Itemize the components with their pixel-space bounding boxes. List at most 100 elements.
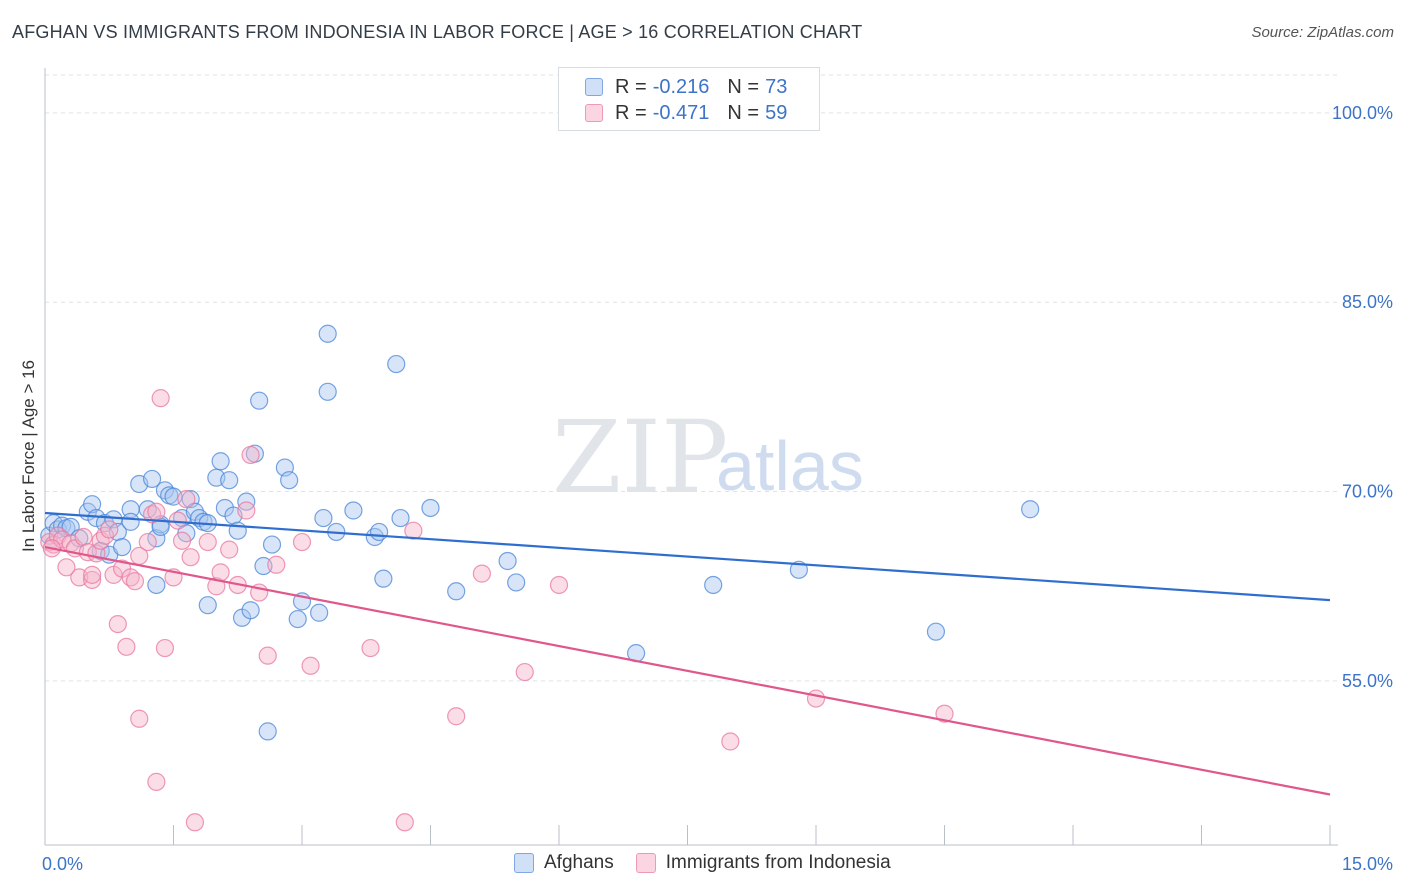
data-point bbox=[57, 558, 76, 577]
legend-n-label: N = bbox=[727, 75, 760, 98]
data-point bbox=[117, 637, 136, 656]
data-point bbox=[220, 540, 239, 559]
data-point bbox=[254, 556, 273, 576]
data-point bbox=[472, 564, 491, 583]
data-point bbox=[258, 722, 277, 741]
data-point bbox=[138, 532, 157, 552]
data-point bbox=[498, 551, 517, 571]
data-point bbox=[172, 531, 192, 550]
legend-row-afghans: R = -0.216 N = 73 bbox=[585, 75, 787, 99]
data-point bbox=[318, 324, 337, 343]
data-point bbox=[280, 471, 299, 490]
watermark-atlas: atlas bbox=[716, 427, 864, 505]
data-point bbox=[310, 603, 329, 622]
data-point bbox=[83, 565, 102, 584]
y-tick-label: 85.0% bbox=[1342, 292, 1393, 312]
data-point bbox=[262, 535, 282, 554]
trend-line-afghans bbox=[44, 511, 1331, 602]
data-point bbox=[404, 521, 423, 540]
data-point bbox=[258, 646, 277, 665]
data-point bbox=[100, 520, 119, 539]
legend-r-value: -0.216 bbox=[652, 75, 710, 98]
legend-n-value: 59 bbox=[765, 101, 788, 124]
data-point bbox=[125, 572, 145, 591]
data-point bbox=[181, 548, 200, 567]
points-layer bbox=[40, 324, 1040, 832]
watermark: ZIP atlas bbox=[552, 399, 864, 516]
data-point bbox=[344, 501, 363, 520]
data-point bbox=[211, 563, 230, 582]
data-point bbox=[267, 555, 286, 574]
trend-line-indonesia bbox=[44, 546, 1331, 796]
data-point bbox=[147, 772, 166, 791]
data-point bbox=[447, 707, 466, 726]
data-point bbox=[83, 495, 102, 514]
data-point bbox=[147, 529, 166, 548]
data-point bbox=[421, 498, 440, 518]
legend-row-indonesia: R = -0.471 N = 59 bbox=[585, 101, 787, 125]
correlation-legend: R = -0.216 N = 73 R = -0.471 N = 59 bbox=[558, 67, 820, 131]
data-point bbox=[108, 614, 127, 634]
data-point bbox=[1021, 500, 1040, 519]
series-legend-afghans[interactable]: Afghans bbox=[514, 852, 614, 874]
data-point bbox=[130, 709, 149, 728]
data-point bbox=[318, 382, 337, 401]
data-point bbox=[155, 638, 175, 658]
data-point bbox=[250, 391, 269, 410]
legend-swatch-afghans bbox=[585, 78, 603, 96]
data-point bbox=[83, 570, 102, 590]
data-point bbox=[292, 532, 312, 552]
data-point bbox=[515, 662, 534, 682]
source-credit: Source: ZipAtlas.com bbox=[1251, 24, 1394, 41]
y-tick-label: 100.0% bbox=[1332, 103, 1393, 123]
data-point bbox=[151, 389, 170, 408]
data-point bbox=[112, 537, 132, 557]
data-point bbox=[935, 704, 954, 723]
legend-r-label: R = bbox=[615, 101, 647, 124]
y-tick-label: 70.0% bbox=[1342, 482, 1393, 502]
legend-r-value: -0.471 bbox=[652, 101, 710, 124]
data-point bbox=[789, 560, 808, 579]
series-label-indonesia: Immigrants from Indonesia bbox=[665, 852, 891, 873]
data-point bbox=[374, 569, 393, 588]
data-point bbox=[288, 609, 307, 629]
data-point bbox=[74, 527, 93, 547]
series-label-afghans: Afghans bbox=[544, 852, 614, 873]
series-swatch-afghans bbox=[514, 853, 534, 873]
y-axis-label: In Labor Force | Age > 16 bbox=[19, 360, 38, 552]
data-point bbox=[121, 512, 140, 531]
data-point bbox=[391, 508, 410, 528]
legend-n-value: 73 bbox=[765, 75, 788, 98]
data-point bbox=[314, 508, 333, 528]
chart-title: AFGHAN VS IMMIGRANTS FROM INDONESIA IN L… bbox=[12, 22, 863, 42]
legend-r-label: R = bbox=[615, 75, 647, 98]
x-tick-label: 15.0% bbox=[1342, 854, 1393, 874]
watermark-zip: ZIP bbox=[552, 399, 728, 516]
trend-layer bbox=[44, 511, 1331, 796]
legend-swatch-indonesia bbox=[585, 104, 603, 122]
data-point bbox=[237, 501, 256, 520]
data-point bbox=[142, 469, 162, 489]
series-swatch-indonesia bbox=[635, 853, 656, 873]
series-afghans bbox=[40, 324, 1040, 741]
data-point bbox=[926, 622, 946, 641]
data-point bbox=[370, 522, 389, 542]
data-point bbox=[220, 471, 239, 490]
x-tick-label: 0.0% bbox=[42, 854, 83, 874]
data-point bbox=[177, 490, 196, 509]
axis-layer: 55.0% 70.0% 85.0% 100.0% 0.0% 15.0% bbox=[42, 68, 1393, 874]
data-point bbox=[507, 573, 526, 592]
data-point bbox=[395, 813, 414, 832]
data-point bbox=[721, 732, 740, 751]
series-legend-indonesia[interactable]: Immigrants from Indonesia bbox=[635, 852, 891, 874]
data-point bbox=[198, 596, 217, 615]
data-point bbox=[549, 575, 569, 595]
series-legend: Afghans Immigrants from Indonesia bbox=[514, 852, 913, 874]
data-point bbox=[806, 689, 826, 708]
data-point bbox=[301, 656, 320, 675]
data-point bbox=[198, 532, 217, 552]
data-point bbox=[361, 638, 380, 658]
data-point bbox=[704, 575, 723, 595]
data-point bbox=[211, 452, 230, 471]
